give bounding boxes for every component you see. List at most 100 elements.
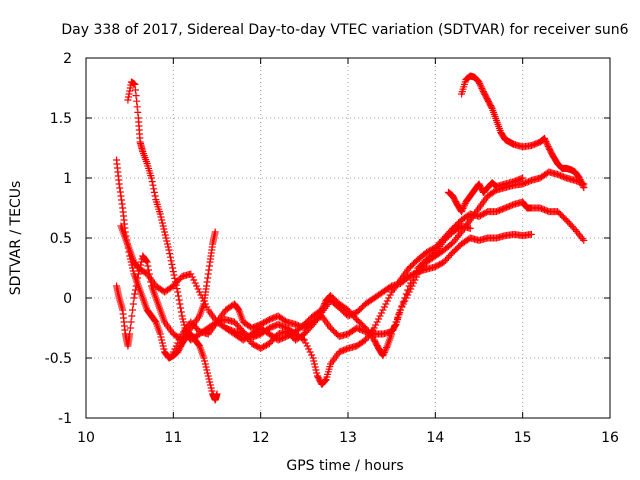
series-trace-7 (444, 174, 527, 216)
data-point-marker (158, 339, 166, 347)
data-point-marker (126, 330, 134, 338)
data-point-marker (149, 181, 157, 189)
data-point-marker (382, 300, 390, 308)
x-tick-label: 12 (252, 430, 270, 446)
data-point-marker (320, 301, 328, 309)
data-point-marker (541, 134, 548, 142)
data-point-marker (163, 237, 171, 245)
data-point-marker (126, 324, 134, 332)
data-point-marker (156, 330, 164, 338)
data-point-marker (197, 291, 205, 299)
data-point-marker (168, 260, 176, 268)
data-point-marker (174, 288, 182, 296)
data-point-marker (173, 285, 181, 293)
data-point-marker (476, 80, 484, 88)
data-point-marker (299, 335, 307, 343)
data-point-marker (458, 208, 466, 216)
data-point-marker (318, 306, 326, 314)
data-point-marker (395, 310, 403, 318)
data-point-marker (128, 312, 136, 320)
data-point-marker (375, 315, 383, 323)
data-point-marker (196, 288, 204, 296)
data-point-marker (213, 390, 221, 398)
data-point-marker (310, 357, 318, 365)
data-point-marker (174, 339, 182, 347)
data-point-marker (466, 224, 474, 232)
data-point-marker (578, 180, 586, 188)
data-point-marker (198, 294, 206, 302)
data-point-marker (379, 352, 387, 360)
data-point-marker (401, 294, 409, 302)
data-point-marker (190, 276, 198, 284)
data-point-marker (393, 314, 401, 322)
data-point-marker (176, 300, 184, 308)
data-point-marker (178, 312, 186, 320)
data-point-marker (527, 230, 535, 238)
data-point-marker (156, 210, 164, 218)
data-point-marker (405, 282, 413, 290)
data-point-marker (158, 336, 166, 344)
data-point-marker (200, 297, 208, 305)
data-point-marker (165, 246, 173, 254)
data-point-marker (479, 86, 487, 94)
data-point-marker (204, 369, 212, 377)
data-point-marker (211, 228, 219, 236)
data-point-marker (580, 236, 588, 244)
data-point-marker (207, 384, 215, 392)
data-point-marker (460, 203, 468, 211)
data-point-marker (475, 78, 483, 86)
data-point-marker (203, 366, 211, 374)
data-point-marker (201, 300, 209, 308)
data-point-marker (399, 298, 407, 306)
data-point-marker (476, 81, 484, 89)
data-point-marker (133, 278, 141, 286)
data-point-marker (411, 270, 419, 278)
data-point-marker (131, 286, 139, 294)
data-point-marker (130, 294, 138, 302)
data-point-marker (204, 372, 212, 380)
data-point-marker (208, 387, 216, 395)
data-point-marker (373, 318, 381, 326)
data-point-marker (412, 267, 420, 275)
data-point-marker (398, 302, 406, 310)
data-point-marker (312, 366, 320, 374)
data-point-marker (159, 222, 167, 230)
data-point-marker (134, 274, 142, 282)
data-point-marker (407, 279, 415, 287)
data-point-marker (580, 184, 588, 192)
data-point-marker (544, 142, 552, 150)
data-point-marker (388, 330, 396, 338)
data-point-marker (201, 360, 209, 368)
data-point-marker (377, 309, 385, 317)
data-point-marker (309, 354, 317, 362)
data-point-marker (166, 253, 174, 261)
data-point-marker (157, 213, 165, 221)
data-point-marker (169, 268, 177, 276)
data-point-marker (200, 354, 208, 362)
data-point-marker (172, 342, 180, 350)
data-point-marker (151, 192, 159, 200)
y-tick-label: 2 (63, 51, 72, 67)
data-point-marker (166, 250, 174, 258)
x-tick-label: 11 (164, 430, 182, 446)
data-point-marker (187, 270, 195, 278)
data-point-marker (305, 345, 313, 353)
data-point-marker (151, 317, 159, 325)
series-trace-8 (458, 72, 588, 192)
data-point-marker (127, 318, 135, 326)
data-point-marker (392, 318, 400, 326)
y-tick-label: -0.5 (45, 351, 72, 367)
data-point-marker (389, 326, 397, 334)
data-point-marker (576, 176, 584, 184)
data-point-marker (577, 177, 585, 185)
data-point-marker (148, 178, 156, 186)
data-point-marker (177, 308, 185, 316)
data-point-marker (177, 333, 185, 341)
data-point-marker (148, 174, 155, 182)
data-point-marker (380, 303, 388, 311)
data-point-marker (174, 292, 182, 300)
chart-title: Day 338 of 2017, Sidereal Day-to-day VTE… (61, 22, 628, 38)
data-point-marker (380, 348, 388, 356)
